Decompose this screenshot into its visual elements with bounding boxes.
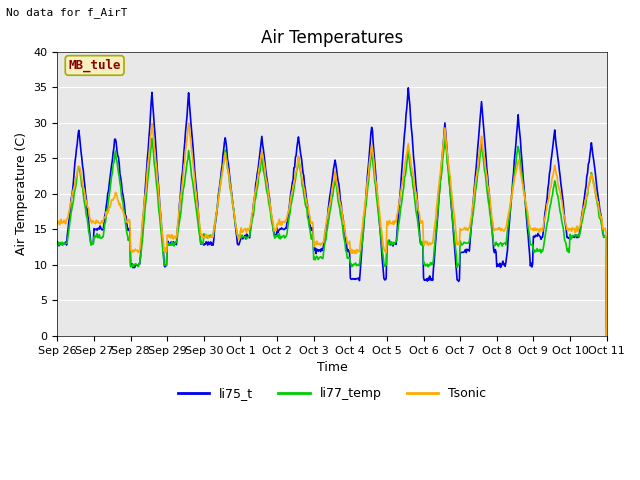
Legend: li75_t, li77_temp, Tsonic: li75_t, li77_temp, Tsonic: [173, 382, 491, 405]
li75_t: [553, 148, 561, 154]
Tsonic: [432, 216, 440, 221]
Tsonic: [54, 222, 61, 228]
Tsonic: [603, 335, 611, 341]
li77_temp: [54, 240, 61, 246]
li77_temp: [174, 228, 182, 234]
li77_temp: [198, 240, 205, 246]
li75_t: [324, 216, 332, 221]
li77_temp: [377, 232, 385, 238]
Line: Tsonic: Tsonic: [58, 123, 607, 338]
li75_t: [432, 237, 440, 243]
Line: li77_temp: li77_temp: [58, 138, 607, 337]
Tsonic: [174, 217, 182, 223]
Title: Air Temperatures: Air Temperatures: [261, 29, 403, 48]
Y-axis label: Air Temperature (C): Air Temperature (C): [15, 132, 28, 255]
li77_temp: [431, 240, 439, 246]
Tsonic: [553, 173, 561, 179]
li77_temp: [441, 135, 449, 141]
li75_t: [174, 221, 182, 227]
Text: MB_tule: MB_tule: [68, 59, 121, 72]
li75_t: [603, 335, 611, 341]
li77_temp: [603, 335, 611, 340]
Line: li75_t: li75_t: [58, 88, 607, 338]
li77_temp: [553, 191, 561, 197]
li75_t: [198, 240, 205, 245]
li75_t: [54, 239, 61, 245]
Text: No data for f_AirT: No data for f_AirT: [6, 7, 128, 18]
li75_t: [377, 236, 385, 242]
Tsonic: [324, 209, 332, 215]
li77_temp: [324, 226, 332, 231]
X-axis label: Time: Time: [317, 361, 348, 374]
Tsonic: [185, 120, 193, 126]
Tsonic: [378, 228, 385, 233]
li75_t: [404, 85, 412, 91]
Tsonic: [198, 234, 206, 240]
